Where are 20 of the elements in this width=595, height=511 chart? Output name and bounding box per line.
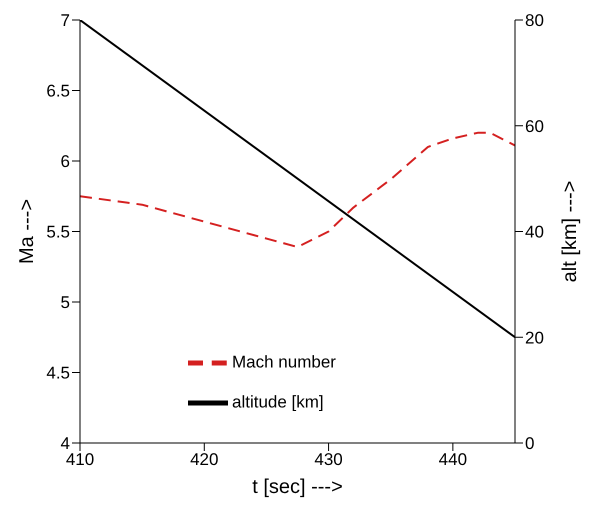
y2-tick-label: 80 xyxy=(525,11,544,30)
y2-tick-label: 20 xyxy=(525,328,544,348)
y2-tick-label: 40 xyxy=(525,222,544,242)
x-tick-label: 430 xyxy=(314,450,343,470)
y-tick-label: 5 xyxy=(60,293,70,312)
legend-label: Mach number xyxy=(232,352,336,372)
legend-label: altitude [km] xyxy=(232,392,324,412)
x-axis-title: t [sec] ---> xyxy=(252,476,343,498)
y-tick-label: 6.5 xyxy=(46,82,70,101)
x-tick-label: 440 xyxy=(438,450,468,470)
x-tick-label: 420 xyxy=(190,450,218,470)
y2-tick-label: 0 xyxy=(525,434,534,454)
y-tick-label: 7 xyxy=(60,11,70,30)
y-tick-label: 6 xyxy=(60,152,70,172)
y2-tick-label: 60 xyxy=(525,116,544,136)
y-tick-label: 5.5 xyxy=(46,222,70,242)
y2-axis-title: alt [km] ---> xyxy=(559,180,582,282)
y-axis-title: Ma ---> xyxy=(16,199,38,264)
y-tick-label: 4.5 xyxy=(46,364,70,383)
line-series xyxy=(80,132,515,248)
